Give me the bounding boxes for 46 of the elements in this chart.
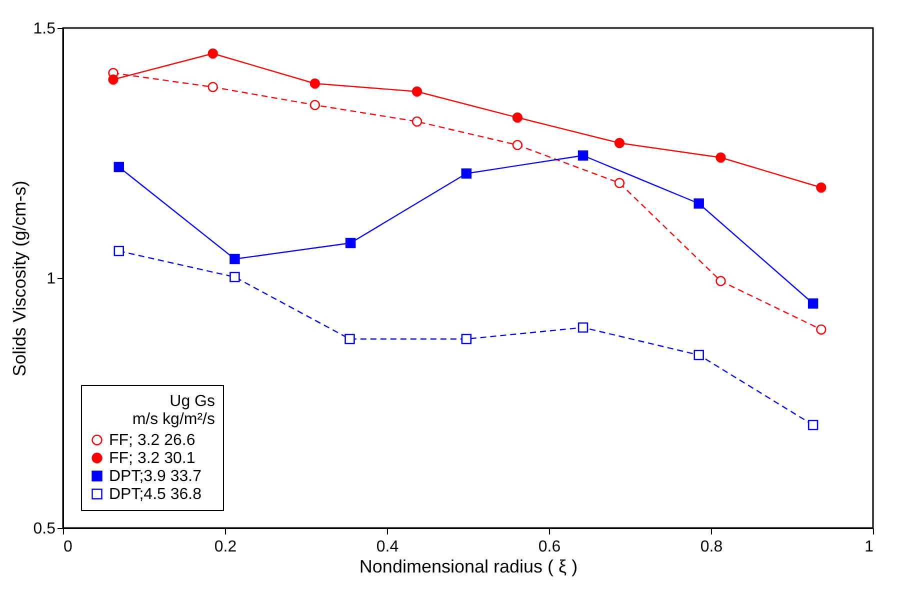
- point: [344, 334, 355, 344]
- point: [716, 276, 726, 286]
- point: [114, 246, 124, 256]
- point: [310, 78, 320, 89]
- point: [345, 238, 356, 248]
- point: [208, 48, 218, 59]
- point: [512, 112, 523, 123]
- point: [461, 168, 472, 179]
- point: [808, 298, 818, 309]
- x-tick-label: 0.6: [538, 538, 561, 556]
- point: [310, 100, 320, 110]
- point: [578, 322, 588, 333]
- x-tick-label: 0.4: [376, 538, 399, 556]
- x-tick-label: 0.8: [700, 538, 723, 556]
- point: [230, 272, 240, 282]
- legend-label: FF; 3.2 30.1: [109, 450, 196, 467]
- point: [614, 138, 625, 148]
- y-tick-label: 1: [46, 270, 56, 288]
- point: [816, 182, 826, 193]
- point: [816, 324, 826, 335]
- point: [461, 334, 472, 344]
- text: Ug Gs: [170, 393, 215, 410]
- point: [412, 116, 422, 127]
- x-tick-label: 0.2: [214, 538, 237, 556]
- point: [108, 74, 118, 85]
- y-axis-title: Solids Viscosity (g/cm-s): [9, 180, 30, 376]
- point: [412, 86, 422, 97]
- y-tick-label: 1.5: [33, 20, 56, 38]
- x-axis-title: Nondimensional radius ( ξ ): [359, 556, 578, 576]
- point: [694, 198, 704, 209]
- legend-label: DPT;4.5 36.8: [109, 486, 202, 503]
- point: [578, 150, 588, 161]
- point: [512, 140, 523, 150]
- point: [208, 82, 218, 92]
- x-tick-label: 0: [64, 538, 72, 556]
- point: [614, 178, 625, 188]
- x-tick-label: 1: [864, 538, 874, 556]
- text: m/s kg/m²/s: [132, 411, 215, 428]
- point: [716, 152, 726, 163]
- legend-label: DPT;3.9 33.7: [109, 468, 202, 485]
- point: [808, 420, 818, 430]
- legend-label: FF; 3.2 26.6: [109, 432, 196, 449]
- point: [694, 350, 704, 360]
- y-tick-label: 0.5: [33, 520, 56, 538]
- point: [114, 162, 124, 172]
- point: [230, 254, 240, 264]
